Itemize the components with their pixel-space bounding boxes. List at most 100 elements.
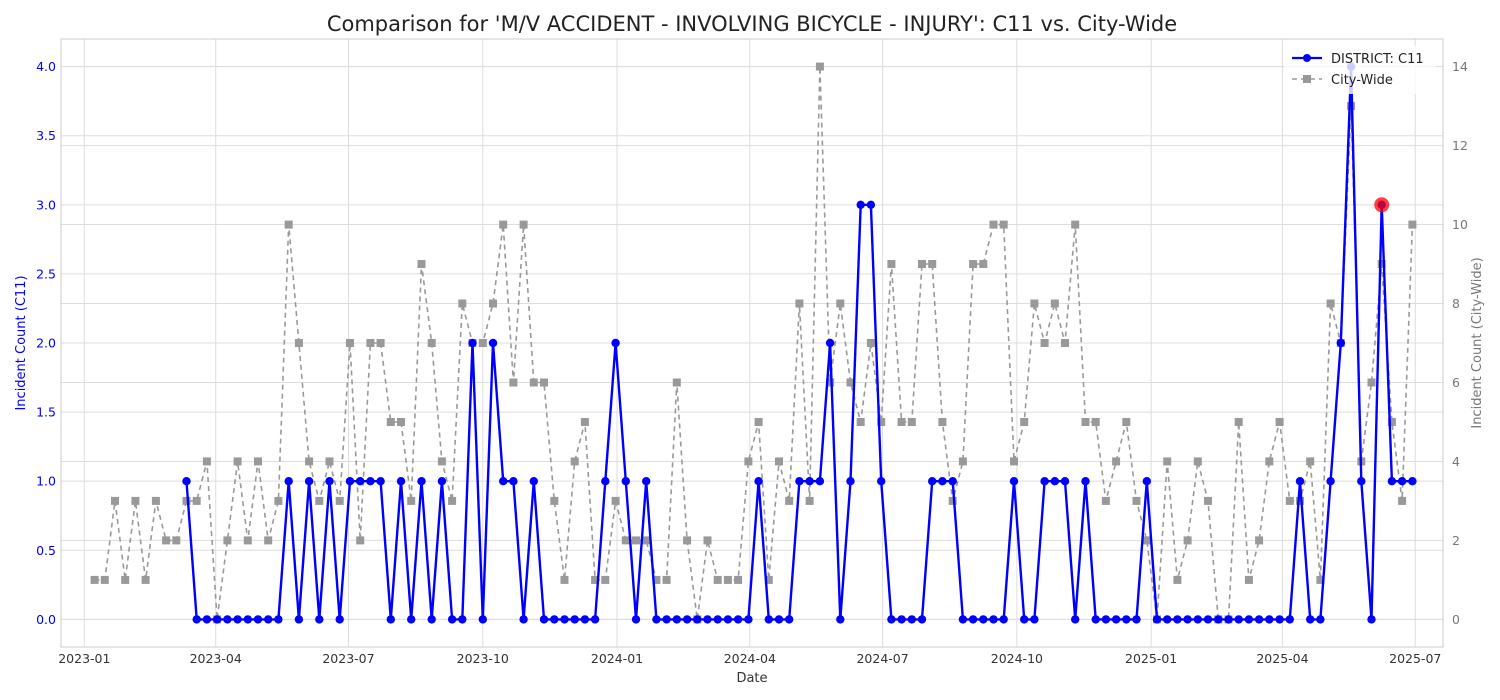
citywide-point (202, 457, 211, 466)
y-tick-label-right: 2 (1452, 533, 1460, 548)
citywide-point (151, 496, 160, 505)
district-point (836, 615, 845, 624)
district-point (611, 338, 620, 348)
citywide-point (417, 260, 426, 268)
district-point (1111, 615, 1121, 624)
citywide-point (1132, 496, 1141, 505)
district-point (968, 615, 978, 624)
citywide-point (754, 418, 763, 426)
citywide-point (1285, 496, 1294, 505)
x-tick-label: 2025-04 (1256, 651, 1308, 666)
y-tick-label-right: 4 (1452, 454, 1460, 469)
district-point (1357, 477, 1366, 486)
district-point (1142, 477, 1152, 486)
citywide-point (805, 496, 814, 505)
citywide-point (162, 536, 171, 545)
y-tick-label-left: 0.0 (36, 612, 56, 627)
citywide-point (560, 575, 569, 584)
citywide-point (1255, 536, 1264, 545)
district-point (376, 477, 385, 486)
citywide-point (1183, 536, 1192, 545)
citywide-point (335, 496, 344, 505)
citywide-point (478, 339, 487, 347)
citywide-point (836, 299, 845, 308)
district-point (601, 477, 610, 486)
district-point (754, 477, 763, 486)
district-point (1326, 477, 1335, 486)
district-point (458, 615, 467, 624)
citywide-point (795, 299, 804, 308)
citywide-point (529, 378, 538, 387)
district-point (223, 615, 232, 624)
citywide-point (397, 418, 405, 426)
district-point (1030, 615, 1039, 624)
legend-label-district: DISTRICT: C11 (1331, 52, 1424, 67)
citywide-point (141, 575, 150, 584)
district-point (979, 615, 988, 624)
district-point (202, 615, 212, 624)
district-point (315, 615, 324, 624)
district-point (539, 615, 549, 624)
citywide-point (427, 339, 436, 347)
district-point (785, 615, 794, 624)
district-point (621, 477, 630, 486)
citywide-point (1030, 299, 1039, 308)
citywide-point (1040, 339, 1049, 347)
citywide-point (826, 378, 835, 387)
citywide-point (407, 496, 416, 505)
y-tick-label-left: 2.0 (36, 336, 56, 351)
y-tick-label-right: 8 (1452, 296, 1460, 311)
district-point (590, 615, 600, 624)
district-point (1040, 477, 1049, 486)
y-tick-label-left: 2.5 (36, 266, 56, 281)
highlight-marker (1374, 197, 1390, 213)
x-axis-label: Date (736, 671, 767, 686)
series-citywide (90, 62, 1417, 624)
district-point (1050, 477, 1060, 486)
district-point (1234, 615, 1243, 624)
district-point (396, 477, 406, 486)
district-point (417, 477, 426, 486)
citywide-point (856, 418, 865, 426)
citywide-point (723, 575, 732, 584)
district-point (693, 615, 702, 624)
district-point (427, 615, 436, 624)
district-point (1071, 615, 1080, 624)
district-point (1101, 615, 1111, 624)
y-tick-label-left: 3.5 (36, 128, 56, 143)
district-point (1183, 615, 1192, 624)
y-tick-label-right: 6 (1452, 375, 1460, 390)
y-tick-label-right: 0 (1452, 612, 1460, 627)
district-point (897, 615, 906, 624)
x-tick-label: 2025-07 (1389, 651, 1441, 666)
district-point (488, 338, 498, 348)
citywide-point (100, 575, 109, 584)
citywide-point (1398, 496, 1407, 505)
citywide-point (775, 457, 783, 466)
district-point (917, 615, 927, 624)
legend-marker-district (1303, 54, 1311, 62)
citywide-point (437, 457, 446, 466)
district-point (212, 615, 222, 624)
citywide-point (877, 418, 886, 426)
citywide-point (866, 339, 875, 347)
citywide-point (550, 496, 559, 505)
citywide-point (815, 62, 824, 71)
grid (61, 39, 1443, 647)
district-point (437, 477, 447, 486)
district-point (519, 615, 528, 624)
x-tick-label: 2023-10 (457, 651, 509, 666)
citywide-point (928, 260, 937, 268)
citywide-point (672, 378, 681, 387)
citywide-point (683, 536, 692, 545)
x-tick-label: 2023-07 (322, 651, 374, 666)
y-axis-label-right: Incident Count (City-Wide) (1470, 257, 1485, 428)
citywide-point (264, 536, 273, 545)
citywide-point (642, 536, 651, 545)
district-point (253, 615, 263, 624)
district-point (447, 615, 457, 624)
district-point (478, 615, 487, 624)
citywide-point (887, 260, 896, 268)
district-point (1163, 615, 1172, 624)
